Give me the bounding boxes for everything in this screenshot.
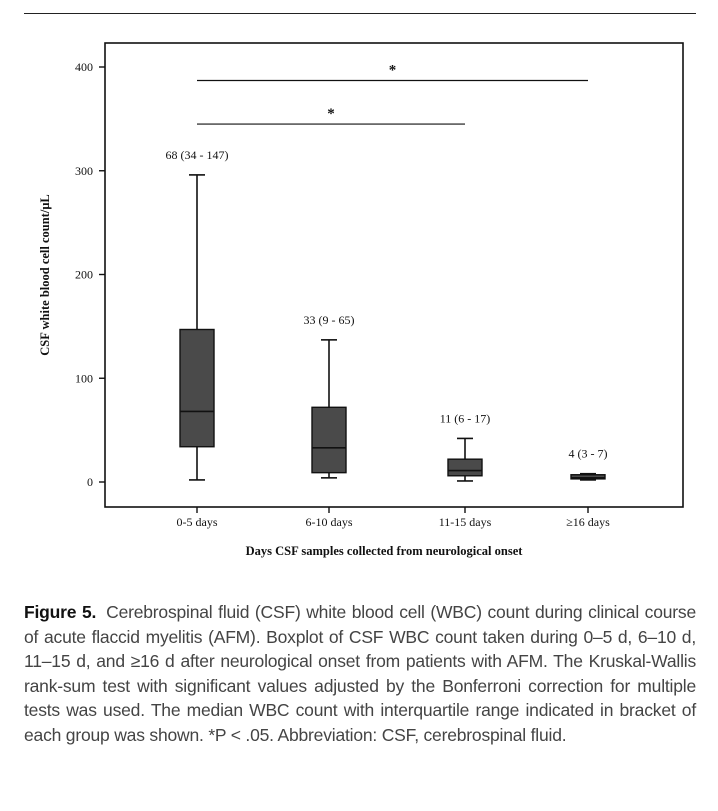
iqr-box <box>311 406 347 474</box>
y-tick-label: 0 <box>87 475 93 489</box>
iqr-box <box>447 458 483 477</box>
x-tick-label: 6-10 days <box>306 515 353 529</box>
boxplot-chart: 0 100 200 300 400 0-5 days 6-10 days 11-15 days… <box>38 42 684 558</box>
caption-label: Figure 5. <box>24 602 97 622</box>
x-tick-label: 0-5 days <box>177 515 218 529</box>
median-iqr-label: 33 (9 - 65) <box>304 313 355 327</box>
figure-caption: Figure 5. Cerebrospinal fluid (CSF) white… <box>24 600 696 748</box>
iqr-box <box>179 328 215 448</box>
x-tick-label: 11-15 days <box>439 515 492 529</box>
median-iqr-label: 11 (6 - 17) <box>440 411 491 425</box>
significance-label: * <box>389 62 397 78</box>
x-axis-label: Days CSF samples collected from neurolog… <box>246 544 524 558</box>
iqr-box <box>570 474 606 480</box>
median-iqr-label: 68 (34 - 147) <box>166 148 229 162</box>
y-tick-label: 100 <box>75 371 93 385</box>
y-tick-label: 200 <box>75 268 93 282</box>
significance-label: * <box>327 106 335 122</box>
y-tick-label: 400 <box>75 60 93 74</box>
y-axis-label: CSF white blood cell count/μL <box>38 194 52 356</box>
top-rule <box>24 13 696 14</box>
y-tick-label: 300 <box>75 164 93 178</box>
caption-text: Cerebrospinal fluid (CSF) white blood ce… <box>24 602 696 745</box>
median-iqr-label: 4 (3 - 7) <box>569 447 608 461</box>
x-tick-label: ≥16 days <box>566 515 610 529</box>
